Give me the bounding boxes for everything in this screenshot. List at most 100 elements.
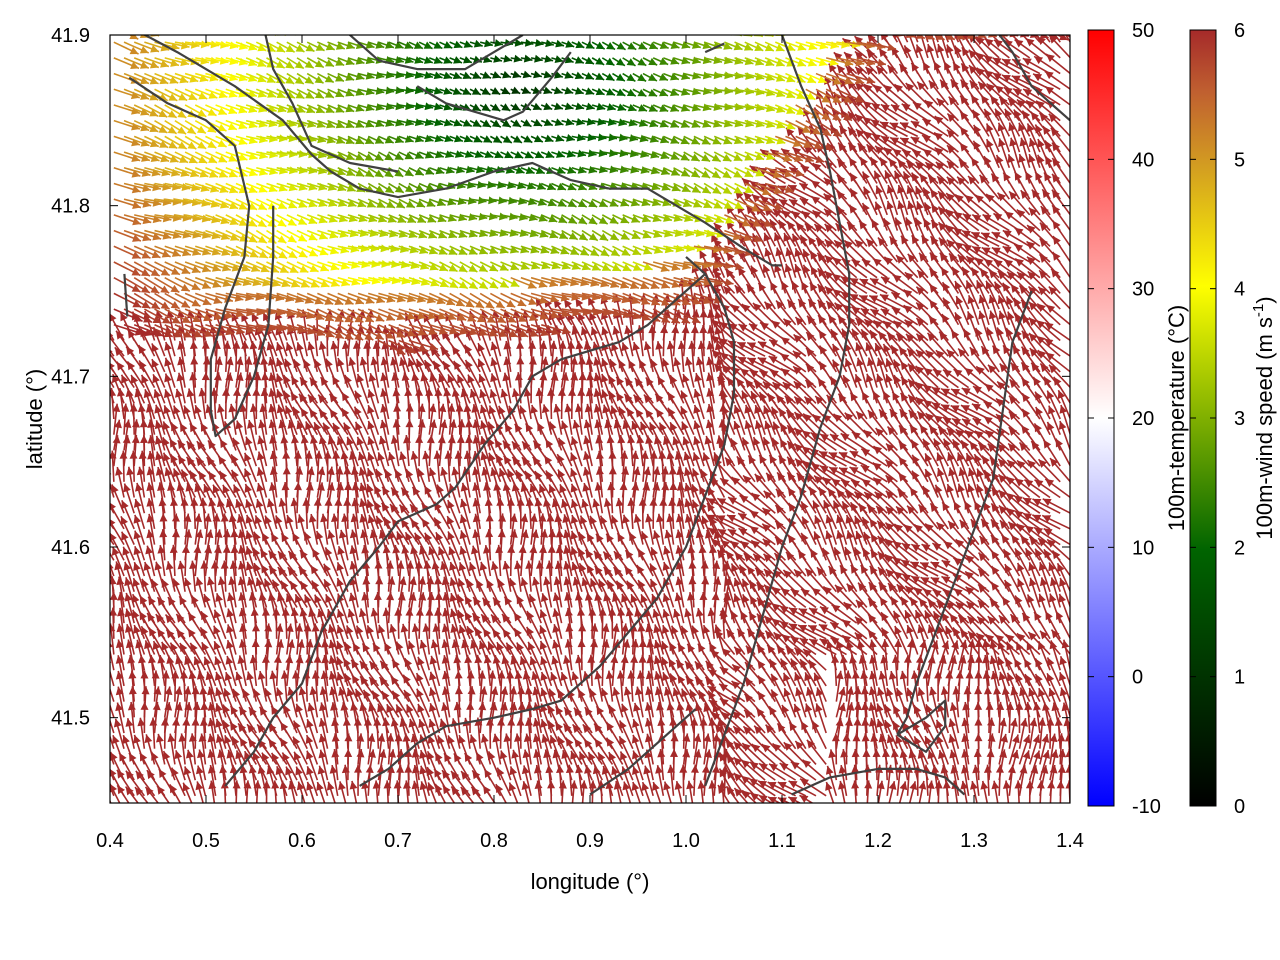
wind-vector-head: [521, 781, 530, 790]
wind-vector: [110, 669, 115, 687]
wind-vector: [110, 783, 115, 797]
wind-vector-head: [825, 781, 833, 791]
wind-vector-head: [488, 670, 497, 679]
wind-vector-head: [203, 656, 212, 666]
wind-vector-head: [575, 764, 584, 774]
wind-vector-head: [293, 736, 301, 746]
wind-vector-head: [612, 639, 621, 649]
wind-vector-head: [719, 667, 729, 676]
wind-vector-head: [380, 660, 389, 670]
wind-vector-head: [634, 686, 643, 696]
wind-vector-head: [948, 718, 957, 728]
wind-vector-head: [416, 673, 424, 683]
wind-vector-head: [633, 702, 641, 712]
wind-vector-head: [269, 670, 278, 680]
wind-vector-head: [293, 751, 302, 761]
wind-vector-head: [719, 752, 728, 762]
wind-vector-head: [925, 704, 933, 714]
wind-vector-head: [275, 687, 284, 697]
wind-vector-head: [1038, 717, 1046, 726]
wind-vector-head: [868, 686, 877, 696]
wind-vector: [110, 647, 115, 671]
wind-vector-head: [96, 519, 104, 528]
wind-vector-head: [719, 683, 728, 692]
wind-vector-head: [1049, 733, 1058, 743]
wind-vector-head: [1065, 764, 1070, 773]
wind-vector-head: [102, 751, 109, 760]
wind-vector-head: [513, 733, 522, 742]
wind-vector-head: [911, 670, 919, 680]
wind-vector-head: [622, 781, 631, 791]
wind-vector-head: [1059, 656, 1067, 666]
wind-vector-head: [731, 680, 741, 690]
wind-vector-head: [388, 749, 396, 758]
wind-vector-head: [991, 780, 1000, 790]
wind-vector-head: [237, 655, 246, 665]
wind-vector-head: [551, 655, 560, 665]
wind-vector-head: [903, 654, 912, 663]
wind-vector-head: [98, 533, 105, 542]
wind-vector-head: [643, 765, 652, 775]
wind-vector-head: [102, 735, 110, 744]
wind-vector-head: [804, 703, 813, 713]
wind-vector-head: [757, 691, 766, 701]
wind-vector-head: [998, 717, 1007, 727]
wind-vector-head: [795, 687, 803, 697]
wind-vector-head: [550, 672, 558, 682]
wind-vector-head: [447, 735, 455, 745]
wind-vector-head: [319, 702, 327, 712]
wind-vector-head: [428, 703, 437, 712]
wind-vector-head: [145, 786, 154, 796]
wind-vector-head: [319, 686, 328, 696]
wind-vector-head: [306, 766, 314, 776]
wind-vector-head: [361, 780, 370, 790]
wind-vector-head: [572, 724, 581, 734]
wind-vector-head: [540, 687, 548, 697]
wind-vector-head: [781, 704, 790, 714]
wind-vector-head: [749, 762, 759, 770]
wind-vector-head: [1058, 672, 1067, 682]
wind-vector-head: [144, 640, 152, 650]
wind-vector-head: [215, 703, 223, 713]
wind-vector-head: [367, 733, 376, 742]
wind-vector-head: [712, 703, 721, 713]
wind-vector: [110, 703, 115, 718]
wind-vector-head: [329, 765, 338, 774]
wind-vector-head: [938, 750, 946, 759]
wind-vector-head: [733, 726, 742, 735]
wind-vector-head: [225, 640, 234, 649]
wind-vector-head: [516, 642, 525, 652]
wind-vector-head: [115, 655, 124, 664]
wind-vector-head: [174, 750, 183, 760]
wind-vector-head: [663, 687, 672, 696]
wind-vector-head: [973, 748, 982, 758]
wind-vector-head: [749, 778, 759, 787]
wind-vector-head: [769, 706, 777, 716]
wind-vector-head: [1041, 734, 1050, 743]
wind-vector-head: [115, 639, 124, 649]
wind-vector-head: [492, 733, 501, 743]
wind-vector-head: [1000, 733, 1009, 743]
wind-vector-head: [338, 781, 346, 791]
wind-vector-head: [645, 686, 654, 696]
wind-vector-head: [197, 749, 205, 759]
wind-vector-head: [837, 780, 846, 790]
wind-vector-head: [511, 749, 520, 759]
wind-vector-head: [661, 656, 669, 666]
wind-vector-head: [295, 703, 303, 713]
wind-vector-head: [407, 640, 416, 650]
wind-vector-head: [708, 717, 717, 726]
wind-vector-head: [949, 749, 958, 759]
wind-vector-head: [995, 764, 1004, 773]
wind-vector-head: [914, 736, 922, 746]
wind-vector-head: [417, 703, 425, 713]
wind-vector-head: [619, 720, 627, 730]
wind-vector-head: [471, 786, 480, 796]
wind-vector-head: [1046, 673, 1055, 683]
wind-vector-head: [507, 717, 516, 726]
wind-vector-head: [540, 719, 549, 728]
wind-vector-head: [788, 780, 798, 789]
wind-vector-head: [779, 763, 789, 771]
wind-vector-head: [582, 671, 591, 681]
wind-vector-head: [161, 641, 169, 651]
